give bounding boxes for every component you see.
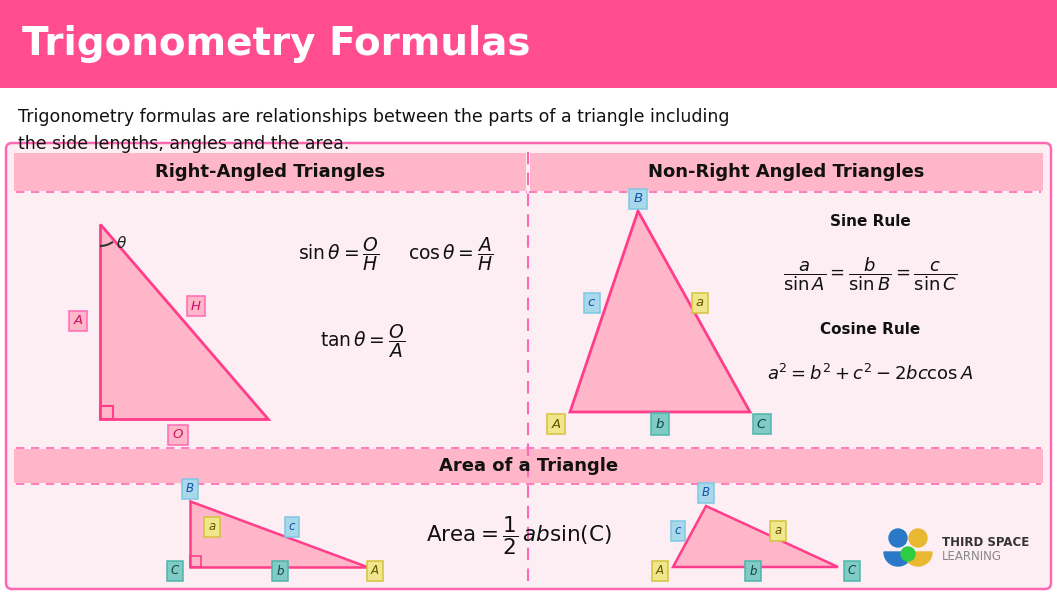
Text: $b$: $b$ [748,564,758,578]
Text: $\sin\theta = \dfrac{O}{H}$: $\sin\theta = \dfrac{O}{H}$ [298,235,379,273]
Text: $\mathrm{Area} = \dfrac{1}{2}\,ab\sin(\mathrm{C})$: $\mathrm{Area} = \dfrac{1}{2}\,ab\sin(\m… [426,515,611,557]
Text: LEARNING: LEARNING [942,550,1002,564]
Circle shape [909,529,927,547]
Text: $A$: $A$ [370,564,379,577]
Polygon shape [904,552,932,566]
Text: Cosine Rule: Cosine Rule [820,322,921,337]
Text: $\tan\theta = \dfrac{O}{A}$: $\tan\theta = \dfrac{O}{A}$ [320,322,405,360]
Text: $A$: $A$ [551,418,561,431]
Text: $\cos\theta = \dfrac{A}{H}$: $\cos\theta = \dfrac{A}{H}$ [408,235,494,273]
Text: Sine Rule: Sine Rule [830,213,910,228]
Text: Trigonometry formulas are relationships between the parts of a triangle includin: Trigonometry formulas are relationships … [18,108,729,126]
Text: $\dfrac{a}{\sin A} = \dfrac{b}{\sin B} = \dfrac{c}{\sin C}$: $\dfrac{a}{\sin A} = \dfrac{b}{\sin B} =… [783,255,957,293]
Text: $B$: $B$ [702,486,710,500]
Polygon shape [570,211,750,412]
Text: $c$: $c$ [288,521,296,534]
Text: Non-Right Angled Triangles: Non-Right Angled Triangles [648,163,925,181]
FancyBboxPatch shape [0,0,1057,88]
Text: $a$: $a$ [696,297,705,310]
Circle shape [889,529,907,547]
Bar [100,406,113,419]
Circle shape [901,547,915,561]
Text: $a$: $a$ [774,525,782,537]
Bar [190,556,201,567]
FancyBboxPatch shape [6,143,1051,589]
Text: $A$: $A$ [655,564,665,577]
Polygon shape [884,552,912,566]
Text: $C$: $C$ [170,564,180,577]
Text: $a^2 = b^2 + c^2 - 2bc\cos A$: $a^2 = b^2 + c^2 - 2bc\cos A$ [767,364,973,384]
Polygon shape [100,224,268,419]
Text: $A$: $A$ [73,314,84,328]
Text: $a$: $a$ [208,521,217,534]
Text: $H$: $H$ [190,300,202,313]
Polygon shape [190,501,368,567]
FancyBboxPatch shape [530,153,1043,191]
Text: $C$: $C$ [757,418,767,431]
Text: Trigonometry Formulas: Trigonometry Formulas [22,25,531,63]
Text: $b$: $b$ [655,417,665,431]
FancyBboxPatch shape [14,153,526,191]
Text: $c$: $c$ [674,525,682,537]
Text: $\theta$: $\theta$ [116,235,127,251]
Text: $B$: $B$ [185,483,194,495]
Text: $b$: $b$ [276,564,284,578]
Text: $O$: $O$ [172,428,184,441]
Text: Area of a Triangle: Area of a Triangle [439,457,618,475]
Text: Right-Angled Triangles: Right-Angled Triangles [155,163,385,181]
Polygon shape [673,506,838,567]
Text: $C$: $C$ [847,564,857,577]
Text: $B$: $B$ [633,192,643,205]
FancyBboxPatch shape [14,449,1043,483]
Text: $c$: $c$ [588,297,596,310]
Text: the side lengths, angles and the area.: the side lengths, angles and the area. [18,135,350,153]
Text: THIRD SPACE: THIRD SPACE [942,536,1030,549]
